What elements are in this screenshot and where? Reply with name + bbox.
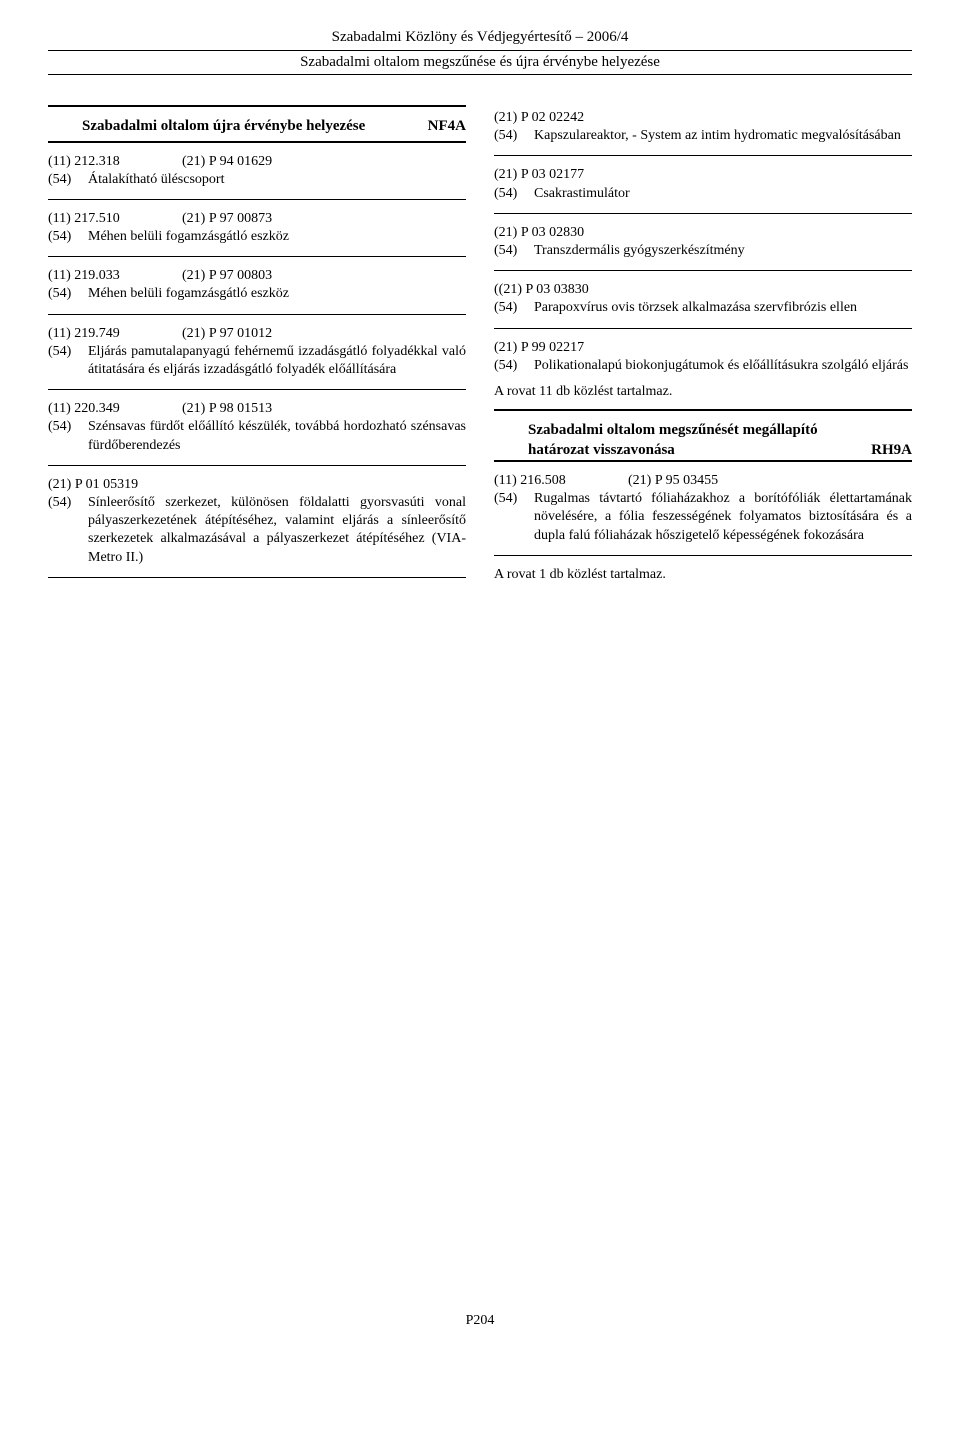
page-header: Szabadalmi Közlöny és Védjegyértesítő – … [48, 28, 912, 75]
gazette-entry: (21) P 03 02830 (54) Transzdermális gyóg… [494, 224, 912, 260]
section-closing: A rovat 11 db közlést tartalmaz. [494, 383, 912, 401]
entry-appnum [628, 339, 912, 357]
divider [494, 213, 912, 214]
section-code: RH9A [871, 441, 912, 461]
section-heading: Szabadalmi oltalom megszűnését megállapí… [494, 421, 912, 460]
entry-tag: (54) [494, 242, 528, 260]
gazette-entry: (21) P 03 02177 (54) Csakrastimulátor [494, 166, 912, 202]
entry-desc: Parapoxvírus ovis törzsek alkalmazása sz… [534, 299, 912, 317]
gazette-entry: (11) 216.508 (21) P 95 03455 (54) Rugalm… [494, 472, 912, 545]
entry-appnum [628, 281, 912, 299]
entry-appnum: (21) P 98 01513 [182, 400, 466, 418]
entry-tag: (54) [48, 285, 82, 303]
content-columns: Szabadalmi oltalom újra érvénybe helyezé… [48, 105, 912, 592]
entry-id: (21) P 02 02242 [494, 109, 622, 127]
header-title: Szabadalmi Közlöny és Védjegyértesítő – … [48, 28, 912, 51]
divider [48, 389, 466, 390]
entry-desc: Transzdermális gyógyszerkészítmény [534, 242, 912, 260]
entry-id: (21) P 01 05319 [48, 476, 176, 494]
divider [494, 155, 912, 156]
entry-desc: Méhen belüli fogamzásgátló eszköz [88, 228, 466, 246]
divider [48, 465, 466, 466]
entry-appnum: (21) P 94 01629 [182, 153, 466, 171]
section-heading: Szabadalmi oltalom újra érvénybe helyezé… [48, 117, 466, 137]
divider [494, 409, 912, 411]
section-title: Szabadalmi oltalom újra érvénybe helyezé… [82, 117, 365, 137]
entry-tag: (54) [494, 490, 528, 545]
entry-appnum: (21) P 97 01012 [182, 325, 466, 343]
gazette-entry: (11) 212.318 (21) P 94 01629 (54) Átalak… [48, 153, 466, 189]
entry-id: (11) 220.349 [48, 400, 176, 418]
gazette-entry: (11) 220.349 (21) P 98 01513 (54) Szénsa… [48, 400, 466, 455]
entry-id: (11) 219.749 [48, 325, 176, 343]
entry-desc: Rugalmas távtartó fóliaházakhoz a borító… [534, 490, 912, 545]
entry-desc: Méhen belüli fogamzásgátló eszköz [88, 285, 466, 303]
entry-tag: (54) [494, 127, 528, 145]
divider [48, 256, 466, 257]
entry-desc: Polikationalapú biokonjugátumok és előál… [534, 357, 912, 375]
entry-tag: (54) [48, 494, 82, 567]
entry-desc: Sínleerősítő szerkezet, különösen földal… [88, 494, 466, 567]
entry-id: (11) 212.318 [48, 153, 176, 171]
divider [48, 314, 466, 315]
entry-id: (21) P 99 02217 [494, 339, 622, 357]
divider [494, 555, 912, 556]
entry-desc: Átalakítható üléscsoport [88, 171, 466, 189]
entry-id: (11) 219.033 [48, 267, 176, 285]
entry-desc: Szénsavas fürdőt előállító készülék, tov… [88, 418, 466, 454]
gazette-entry: (11) 219.033 (21) P 97 00803 (54) Méhen … [48, 267, 466, 303]
gazette-entry: (11) 217.510 (21) P 97 00873 (54) Méhen … [48, 210, 466, 246]
entry-id: ((21) P 03 03830 [494, 281, 622, 299]
gazette-entry: (11) 219.749 (21) P 97 01012 (54) Eljárá… [48, 325, 466, 380]
entry-appnum [628, 109, 912, 127]
section-code: NF4A [428, 117, 466, 137]
divider [48, 577, 466, 578]
entry-appnum: (21) P 97 00873 [182, 210, 466, 228]
divider [48, 199, 466, 200]
gazette-entry: (21) P 02 02242 (54) Kapszulareaktor, - … [494, 109, 912, 145]
entry-tag: (54) [48, 228, 82, 246]
entry-id: (11) 217.510 [48, 210, 176, 228]
entry-appnum: (21) P 97 00803 [182, 267, 466, 285]
divider [48, 105, 466, 107]
entry-tag: (54) [494, 185, 528, 203]
section-title-line1: Szabadalmi oltalom megszűnését megállapí… [528, 421, 912, 441]
section-closing: A rovat 1 db közlést tartalmaz. [494, 566, 912, 584]
entry-appnum [182, 476, 466, 494]
divider [48, 141, 466, 143]
entry-tag: (54) [494, 299, 528, 317]
entry-appnum: (21) P 95 03455 [628, 472, 912, 490]
section-title-line2: határozat visszavonása [528, 441, 675, 461]
entry-tag: (54) [48, 418, 82, 454]
entry-desc: Eljárás pamutalapanyagú fehérnemű izzadá… [88, 343, 466, 379]
entry-tag: (54) [48, 171, 82, 189]
header-subtitle: Szabadalmi oltalom megszűnése és újra ér… [48, 53, 912, 76]
gazette-entry: (21) P 99 02217 (54) Polikationalapú bio… [494, 339, 912, 375]
entry-id: (11) 216.508 [494, 472, 622, 490]
entry-tag: (54) [494, 357, 528, 375]
divider [494, 270, 912, 271]
divider [494, 460, 912, 462]
divider [494, 328, 912, 329]
left-column: Szabadalmi oltalom újra érvénybe helyezé… [48, 105, 466, 592]
entry-desc: Csakrastimulátor [534, 185, 912, 203]
entry-appnum [628, 224, 912, 242]
right-column: (21) P 02 02242 (54) Kapszulareaktor, - … [494, 105, 912, 592]
gazette-entry: ((21) P 03 03830 (54) Parapoxvírus ovis … [494, 281, 912, 317]
page-number: P204 [48, 1312, 912, 1330]
gazette-entry: (21) P 01 05319 (54) Sínleerősítő szerke… [48, 476, 466, 567]
entry-id: (21) P 03 02830 [494, 224, 622, 242]
entry-desc: Kapszulareaktor, - System az intim hydro… [534, 127, 912, 145]
entry-appnum [628, 166, 912, 184]
entry-id: (21) P 03 02177 [494, 166, 622, 184]
entry-tag: (54) [48, 343, 82, 379]
